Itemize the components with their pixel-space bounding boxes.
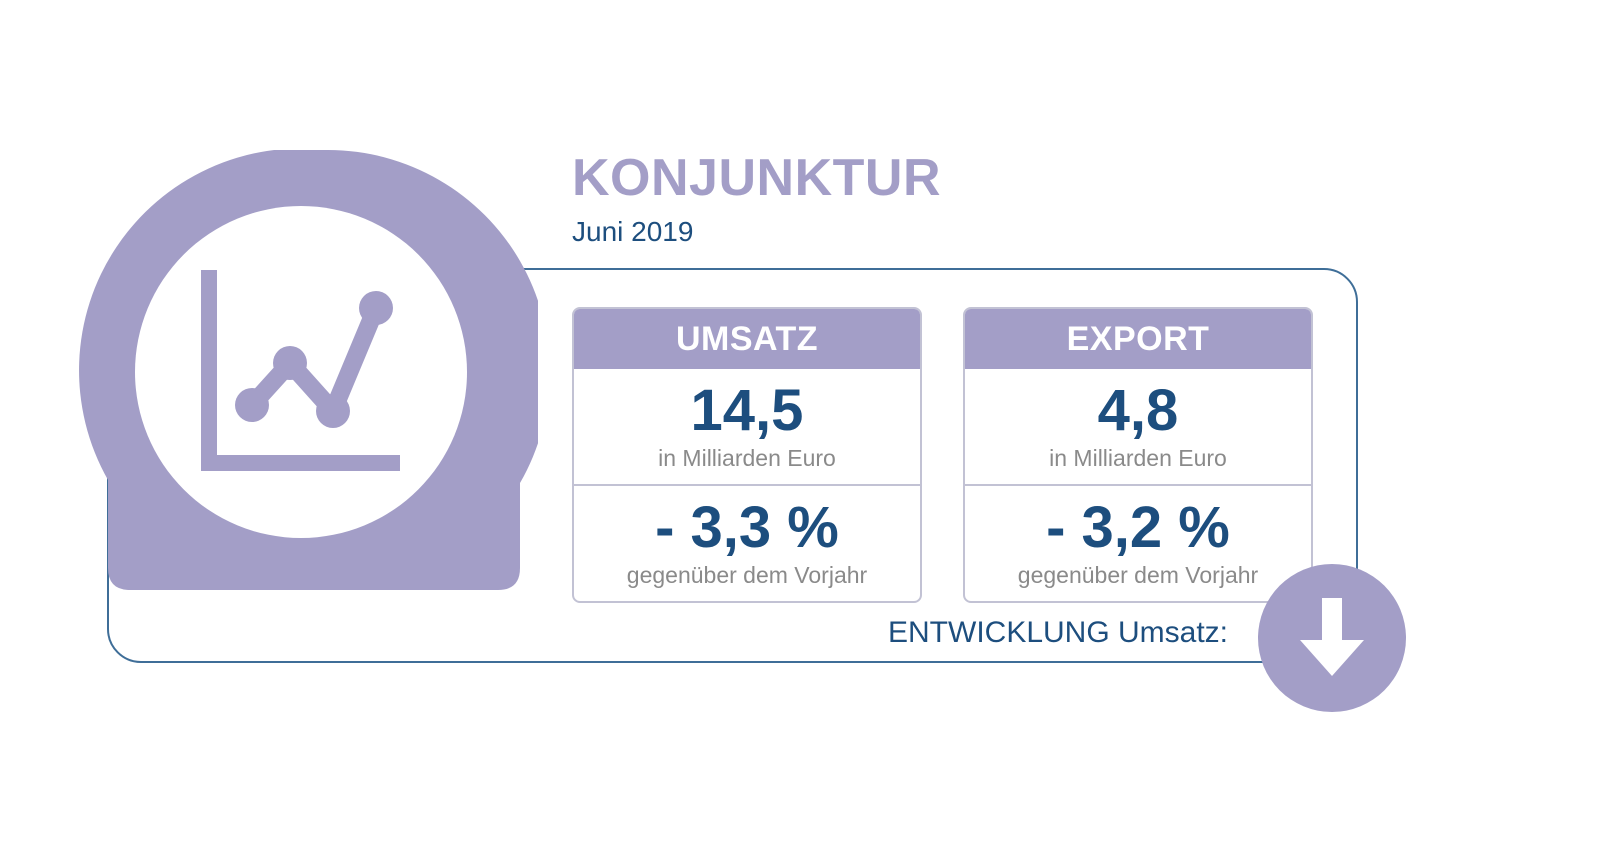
change-number: - 3,2 % [1046, 495, 1230, 560]
change-label: gegenüber dem Vorjahr [1017, 562, 1259, 588]
value-number: 14,5 [690, 378, 804, 443]
value-section: 4,8 in Milliarden Euro [965, 369, 1311, 486]
arrow-down-icon [1258, 564, 1406, 712]
line-chart-icon [201, 270, 400, 471]
value-unit-label: in Milliarden Euro [658, 445, 836, 471]
development-label: ENTWICKLUNG Umsatz: [888, 616, 1229, 649]
page-title: KONJUNKTUR [572, 149, 941, 207]
export-card: EXPORT 4,8 in Milliarden Euro - 3,2 % ge… [963, 307, 1313, 603]
value-section: 14,5 in Milliarden Euro [574, 369, 920, 486]
chart-badge [79, 150, 538, 590]
value-number: 4,8 [1097, 378, 1179, 443]
umsatz-card: UMSATZ 14,5 in Milliarden Euro - 3,3 % g… [572, 307, 922, 603]
page-subtitle: Juni 2019 [572, 216, 694, 247]
change-number: - 3,3 % [655, 495, 839, 560]
change-section: - 3,3 % gegenüber dem Vorjahr [574, 486, 920, 601]
card-header: EXPORT [965, 309, 1311, 369]
change-label: gegenüber dem Vorjahr [626, 562, 868, 588]
card-header: UMSATZ [574, 309, 920, 369]
value-unit-label: in Milliarden Euro [1049, 445, 1227, 471]
arrow-down-shape [1300, 598, 1364, 676]
change-section: - 3,2 % gegenüber dem Vorjahr [965, 486, 1311, 601]
